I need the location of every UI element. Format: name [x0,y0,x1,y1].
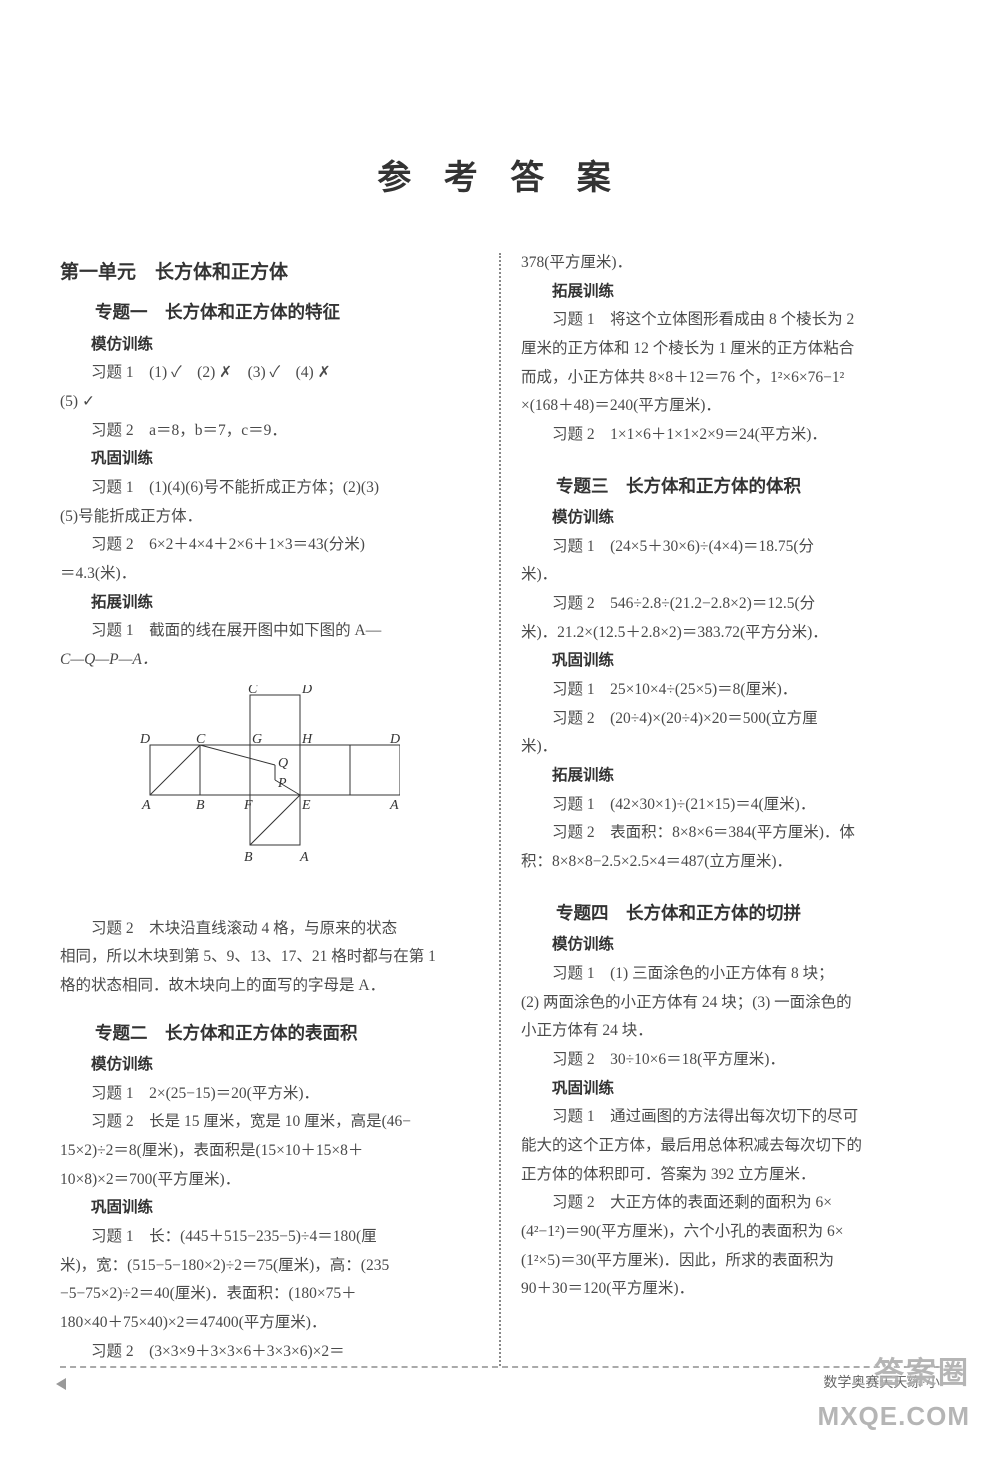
text-line: 习题 1 长：(445＋515−235−5)÷4＝180(厘 [60,1223,479,1252]
text-line: 米)，宽：(515−5−180×2)÷2＝75(厘米)，高：(235 [60,1252,479,1281]
unit-heading: 第一单元 长方体和正方体 [60,255,479,290]
text-line: 米)． [521,733,940,762]
text-line: 习题 2 546÷2.8÷(21.2−2.8×2)＝12.5(分 [521,590,940,619]
watermark-url: MXQE.COM [818,1401,970,1432]
text-line: (2) 两面涂色的小正方体有 24 块；(3) 一面涂色的 [521,989,940,1018]
text-line: 相同，所以木块到第 5、9、13、17、21 格时都与在第 1 [60,943,479,972]
diagram-label: B [196,798,205,813]
text-line: C—Q—P—A． [60,646,479,675]
diagram-label: B [244,850,253,865]
diagram-label: Q [278,756,288,771]
topic-heading: 专题二 长方体和正方体的表面积 [60,1017,479,1049]
text-line: 习题 2 木块沿直线滚动 4 格，与原来的状态 [60,915,479,944]
text-line: 格的状态相同．故木块向上的面写的字母是 A． [60,972,479,1001]
diagram-label: D [389,732,400,747]
diagram-label: C [196,732,206,747]
diagram-label: E [301,798,311,813]
section-heading: 模仿训练 [521,931,940,960]
left-column: 第一单元 长方体和正方体 专题一 长方体和正方体的特征 模仿训练 习题 1 (1… [60,249,479,1366]
text-line: 习题 1 25×10×4÷(25×5)＝8(厘米)． [521,676,940,705]
text-line: −5−75×2)÷2＝40(厘米)．表面积：(180×75＋ [60,1280,479,1309]
text-line: 小正方体有 24 块． [521,1017,940,1046]
diagram-label: F [243,798,253,813]
right-column: 378(平方厘米)． 拓展训练 习题 1 将这个立体图形看成由 8 个棱长为 2… [521,249,940,1366]
text-line: ＝4.3(米)． [60,560,479,589]
page-footer: 数学奥赛天天练·小 [60,1366,940,1392]
text-line: 正方体的体积即可．答案为 392 立方厘米． [521,1161,940,1190]
section-heading: 模仿训练 [521,504,940,533]
topic-heading: 专题四 长方体和正方体的切拼 [521,897,940,929]
text-line: 习题 1 将这个立体图形看成由 8 个棱长为 2 [521,306,940,335]
text-line: (5)号能折成正方体． [60,503,479,532]
diagram-label: D [140,732,150,747]
section-heading: 巩固训练 [521,1075,940,1104]
text-line: 90＋30＝120(平方厘米)． [521,1275,940,1304]
text-line: 180×40＋75×40)×2＝47400(平方厘米)． [60,1309,479,1338]
text-line: 习题 1 (24×5＋30×6)÷(4×4)＝18.75(分 [521,533,940,562]
text-line: 习题 1 截面的线在展开图中如下图的 A— [60,617,479,646]
text-line: 习题 1 (1) 三面涂色的小正方体有 8 块； [521,960,940,989]
section-heading: 拓展训练 [60,589,479,618]
text-line: 能大的这个正方体，最后用总体积减去每次切下的 [521,1132,940,1161]
text-line: 习题 1 通过画图的方法得出每次切下的尽可 [521,1103,940,1132]
text-line: 10×8)×2＝700(平方厘米)． [60,1166,479,1195]
text-line: 习题 1 (42×30×1)÷(21×15)＝4(厘米)． [521,791,940,820]
diagram-label: A [299,850,309,865]
text-line: 而成，小正方体共 8×8＋12＝76 个，1²×6×76−1² [521,364,940,393]
diagram-label: A [389,798,399,813]
text-line: 米)． [521,561,940,590]
text-line: 习题 1 2×(25−15)＝20(平方米)． [60,1080,479,1109]
section-heading: 巩固训练 [60,1194,479,1223]
text-line: 习题 1 (1)(4)(6)号不能折成正方体；(2)(3) [60,474,479,503]
text-line: 习题 2 1×1×6＋1×1×2×9＝24(平方米)． [521,421,940,450]
text-line: 378(平方厘米)． [521,249,940,278]
diagram-label: G [252,732,262,747]
section-heading: 拓展训练 [521,278,940,307]
text-line: 习题 2 大正方体的表面还剩的面积为 6× [521,1189,940,1218]
text-line: 米)．21.2×(12.5＋2.8×2)＝383.72(平方分米)． [521,619,940,648]
section-heading: 模仿训练 [60,1051,479,1080]
watermark-text: 答案圈 [874,1348,970,1392]
text-line: 习题 2 (3×3×9＋3×3×6＋3×3×6)×2＝ [60,1338,479,1367]
text-line: 习题 2 6×2＋4×4＋2×6＋1×3＝43(分米) [60,531,479,560]
text-line: (5) ✓ [60,388,479,417]
section-heading: 巩固训练 [521,647,940,676]
text-line: 厘米的正方体和 12 个棱长为 1 厘米的正方体粘合 [521,335,940,364]
diagram-label: A [141,798,151,813]
diagram-label: P [277,776,287,791]
text-line: 积：8×8×8−2.5×2.5×4＝487(立方厘米)． [521,848,940,877]
topic-heading: 专题三 长方体和正方体的体积 [521,470,940,502]
text-line: 习题 2 长是 15 厘米，宽是 10 厘米，高是(46− [60,1108,479,1137]
text-line: 习题 1 (1) ✓ (2) ✗ (3) ✓ (4) ✗ [60,359,479,388]
content-columns: 第一单元 长方体和正方体 专题一 长方体和正方体的特征 模仿训练 习题 1 (1… [0,249,1000,1366]
column-divider [499,253,501,1366]
text-line: 习题 2 (20÷4)×(20÷4)×20＝500(立方厘 [521,705,940,734]
diagram-label: D [301,685,312,697]
text-line: 习题 2 表面积：8×8×6＝384(平方厘米)．体 [521,819,940,848]
text-line: 习题 2 a＝8，b＝7，c＝9． [60,417,479,446]
topic-heading: 专题一 长方体和正方体的特征 [60,296,479,328]
section-heading: 巩固训练 [60,445,479,474]
section-heading: 拓展训练 [521,762,940,791]
diagram-label: H [301,732,313,747]
unfold-diagram: C D D C G H D Q P A B F E A B A [140,685,400,905]
text-line: (1²×5)＝30(平方厘米)．因此，所求的表面积为 [521,1247,940,1276]
page-title: 参 考 答 案 [0,0,1000,249]
text-line: 15×2)÷2＝8(厘米)，表面积是(15×10＋15×8＋ [60,1137,479,1166]
text-line: ×(168＋48)＝240(平方厘米)． [521,392,940,421]
diagram-label: C [248,685,258,697]
text-line: (4²−1²)＝90(平方厘米)，六个小孔的表面积为 6× [521,1218,940,1247]
section-heading: 模仿训练 [60,331,479,360]
text-line: 习题 2 30÷10×6＝18(平方厘米)． [521,1046,940,1075]
